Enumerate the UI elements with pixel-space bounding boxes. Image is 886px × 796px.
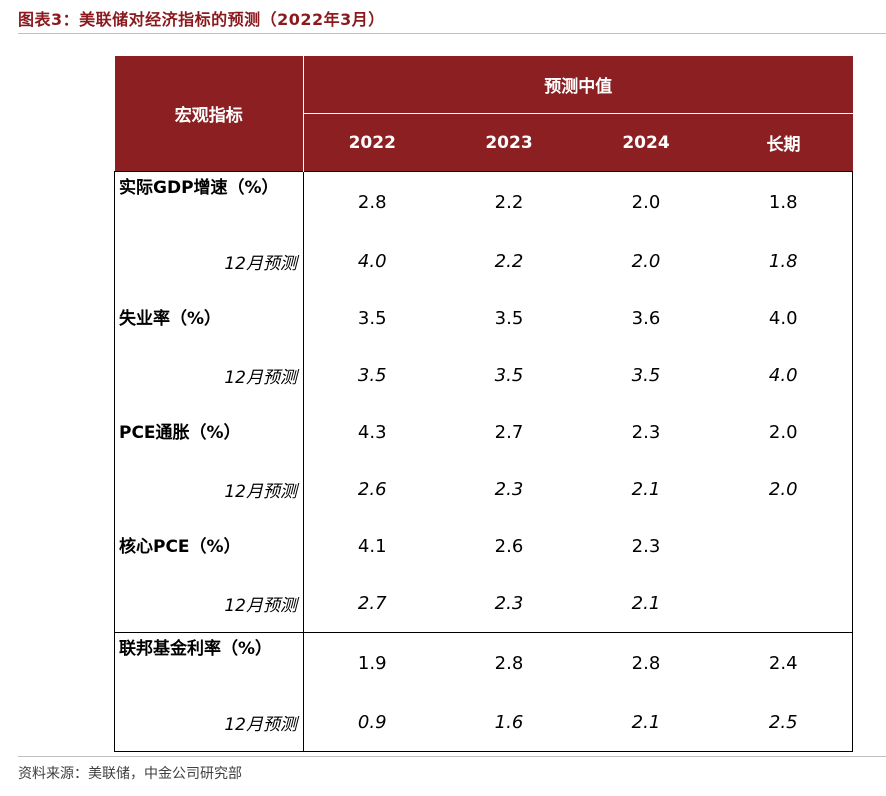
table-row: 12月预测 0.9 1.6 2.1 2.5 — [114, 694, 853, 752]
table-cell: 2.1 — [631, 593, 661, 614]
row-label: 实际GDP增速（%） — [114, 171, 304, 233]
table-cell: 3.5 — [357, 308, 387, 329]
longrun-header: 长期 — [714, 113, 853, 172]
indicator-header: 宏观指标 — [114, 56, 304, 172]
row-label: PCE通胀（%） — [114, 404, 304, 461]
row-label: 12月预测 — [114, 461, 304, 518]
row-label: 12月预测 — [114, 694, 304, 752]
table-row: 联邦基金利率（%） 1.9 2.8 2.8 2.4 — [114, 632, 853, 694]
table-cell: 2.3 — [494, 479, 524, 500]
table-cell: 2.2 — [494, 251, 524, 272]
table-cell: 3.5 — [357, 365, 387, 386]
table-cell: 1.9 — [303, 632, 441, 694]
median-forecast-header: 预测中值 — [303, 56, 853, 114]
table-cell: 1.8 — [714, 171, 853, 233]
table-cell: 2.2 — [440, 171, 578, 233]
table-cell: 2.1 — [577, 694, 715, 752]
table-cell: 4.3 — [357, 422, 387, 443]
table-cell: 2.6 — [494, 536, 524, 557]
table-cell: 2.6 — [357, 479, 387, 500]
source-note: 资料来源：美联储，中金公司研究部 — [18, 766, 242, 782]
table-cell: 2.0 — [714, 404, 853, 461]
table-cell: 2.1 — [631, 479, 661, 500]
table-cell: 1.6 — [440, 694, 578, 752]
table-row: PCE通胀（%） 4.3 2.7 2.3 2.0 — [114, 404, 853, 461]
table-cell: 2.5 — [714, 694, 853, 752]
source-divider — [18, 756, 886, 757]
table-row: 12月预测 4.0 2.2 2.0 1.8 — [114, 233, 853, 290]
table-row: 12月预测 3.5 3.5 3.5 4.0 — [114, 347, 853, 404]
table-row: 核心PCE（%） 4.1 2.6 2.3 — [114, 518, 853, 575]
table-cell: 1.8 — [714, 233, 853, 290]
table-row: 12月预测 2.7 2.3 2.1 — [114, 575, 853, 633]
row-label: 联邦基金利率（%） — [114, 632, 304, 694]
row-label: 12月预测 — [114, 575, 304, 633]
year-header: 2022 — [303, 113, 441, 172]
table-cell: 3.6 — [631, 308, 661, 329]
table-row: 12月预测 2.6 2.3 2.1 2.0 — [114, 461, 853, 518]
year-header: 2024 — [577, 113, 715, 172]
year-header: 2023 — [440, 113, 578, 172]
table-cell: 2.7 — [357, 593, 387, 614]
table-cell: 4.1 — [357, 536, 387, 557]
table-cell: 2.3 — [631, 536, 661, 557]
title-divider — [18, 33, 886, 34]
table-row: 实际GDP增速（%） 2.8 2.2 2.0 1.8 — [114, 171, 853, 233]
row-label: 失业率（%） — [114, 290, 304, 347]
table-cell: 3.5 — [494, 308, 524, 329]
table-cell: 2.8 — [440, 632, 578, 694]
table-cell: 2.3 — [494, 593, 524, 614]
table-cell: 2.3 — [631, 422, 661, 443]
table-cell: 4.0 — [714, 290, 853, 347]
forecast-table: 宏观指标 预测中值 2022 2023 2024 长期 实际GDP增速（%） 2… — [114, 56, 853, 752]
table-cell: 3.5 — [494, 365, 524, 386]
table-cell — [714, 575, 853, 633]
table-cell: 2.8 — [577, 632, 715, 694]
table-cell: 2.0 — [577, 171, 715, 233]
row-label: 12月预测 — [114, 347, 304, 404]
table-cell: 2.7 — [494, 422, 524, 443]
table-cell — [714, 518, 853, 575]
table-cell: 4.0 — [357, 251, 387, 272]
row-label: 核心PCE（%） — [114, 518, 304, 575]
table-row: 失业率（%） 3.5 3.5 3.6 4.0 — [114, 290, 853, 347]
table-cell: 0.9 — [303, 694, 441, 752]
table-cell: 2.0 — [631, 251, 661, 272]
table-cell: 4.0 — [714, 347, 853, 404]
table-cell: 2.8 — [303, 171, 441, 233]
table-cell: 2.0 — [714, 461, 853, 518]
figure-title: 图表3：美联储对经济指标的预测（2022年3月） — [18, 10, 385, 29]
row-label: 12月预测 — [114, 233, 304, 290]
table-cell: 3.5 — [631, 365, 661, 386]
table-cell: 2.4 — [714, 632, 853, 694]
